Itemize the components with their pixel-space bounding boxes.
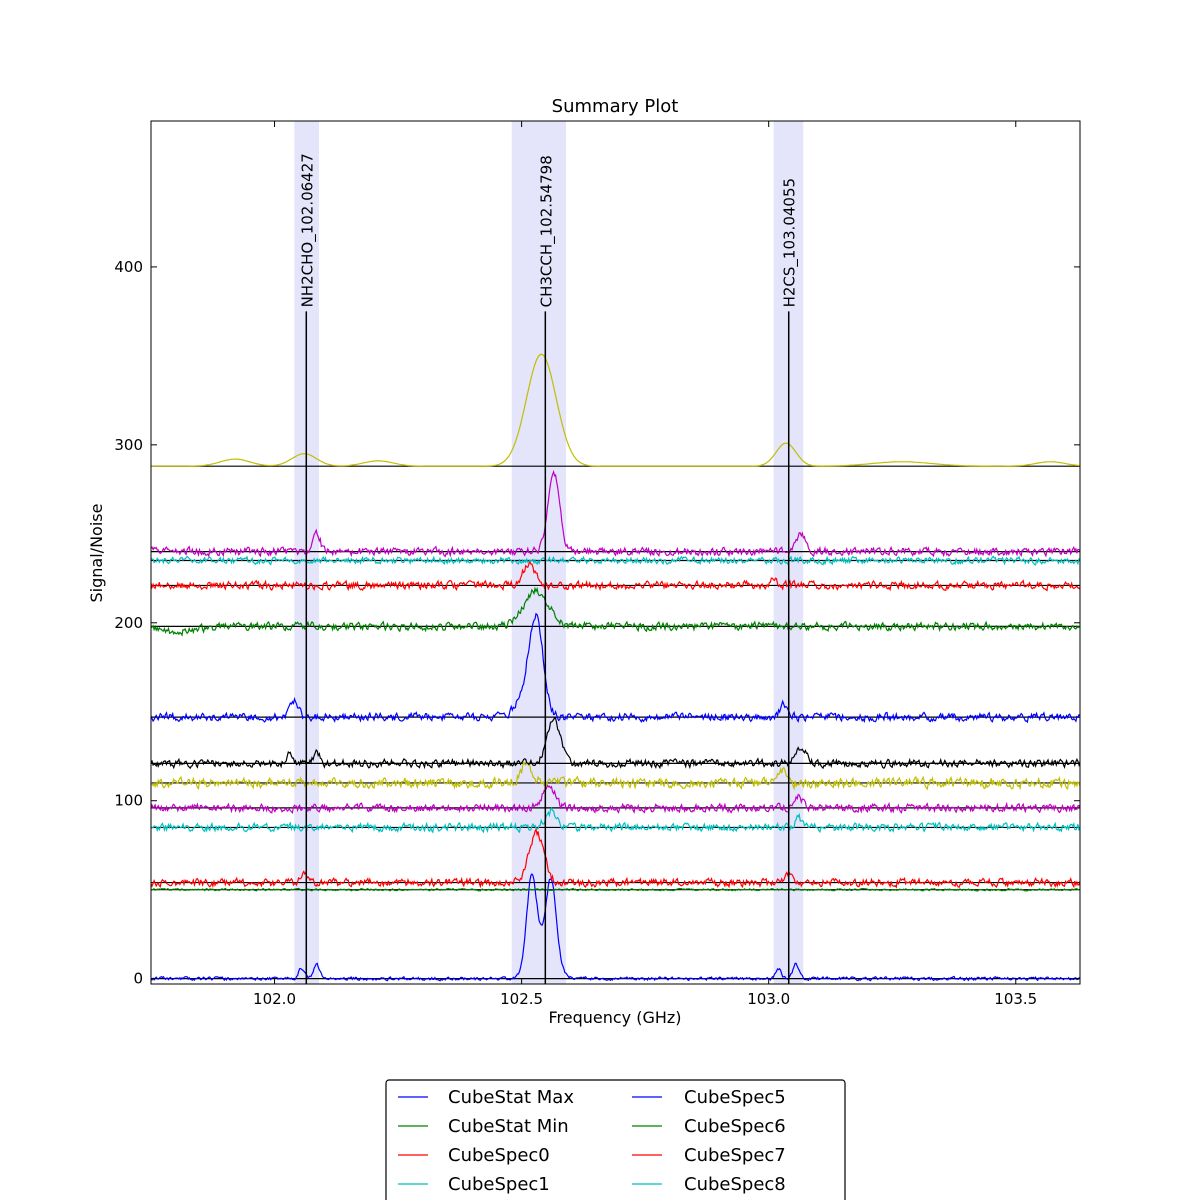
legend-col1-label-2: CubeSpec0 <box>448 1145 550 1166</box>
line-bands <box>294 121 804 984</box>
y-tick-label-2: 200 <box>114 614 143 632</box>
legend-col2-label-0: CubeSpec5 <box>684 1087 786 1108</box>
x-axis-ticks: 102.0 102.5 103.0 103.5 <box>253 121 1037 1008</box>
series-line-10 <box>150 555 1081 566</box>
x-tick-label-0: 102.0 <box>253 990 296 1008</box>
y-tick-label-4: 400 <box>114 258 143 276</box>
x-tick-label-2: 103.0 <box>747 990 790 1008</box>
y-axis-ticks: 0 100 200 300 400 <box>114 258 1080 988</box>
x-tick-label-3: 103.5 <box>994 990 1037 1008</box>
legend: CubeStat Max CubeStat Min CubeSpec0 CubeSpe… <box>385 1079 850 1200</box>
line-marker-label-2: H2CS_103.04055 <box>781 178 800 307</box>
legend-col1-label-0: CubeStat Max <box>448 1087 574 1108</box>
line-marker-label-0: NH2CHO_102.06427 <box>298 153 317 307</box>
series-line-4 <box>150 783 1081 815</box>
legend-col2-label-2: CubeSpec7 <box>684 1145 786 1166</box>
y-tick-label-1: 100 <box>114 792 143 810</box>
series-line-12 <box>151 353 1081 467</box>
line-markers: NH2CHO_102.06427 CH3CCH_102.54798 H2CS_103… <box>298 153 800 984</box>
chart-title: Summary Plot <box>552 96 679 117</box>
y-axis-label: Signal/Noise <box>87 504 106 603</box>
series-line-1 <box>150 887 1081 892</box>
x-tick-label-1: 102.5 <box>500 990 543 1008</box>
legend-col1-label-1: CubeStat Min <box>448 1116 569 1137</box>
line-band-1 <box>511 121 567 984</box>
series-line-3 <box>150 807 1081 834</box>
y-tick-label-3: 300 <box>114 436 143 454</box>
x-axis-label: Frequency (GHz) <box>548 1008 681 1027</box>
legend-col1-label-3: CubeSpec1 <box>448 1174 550 1195</box>
legend-col2-label-1: CubeSpec6 <box>684 1116 786 1137</box>
baselines <box>151 465 1080 980</box>
legend-col2-label-3: CubeSpec8 <box>684 1174 786 1195</box>
series-line-8 <box>150 586 1081 637</box>
series-line-2 <box>150 827 1081 889</box>
series-line-11 <box>150 469 1081 558</box>
series-line-6 <box>150 717 1081 770</box>
y-tick-label-0: 0 <box>133 970 143 988</box>
plot-frame <box>150 120 1081 985</box>
line-marker-label-1: CH3CCH_102.54798 <box>537 155 556 307</box>
legend-box <box>385 1079 846 1200</box>
series-lines <box>150 353 1081 982</box>
series-line-9 <box>150 560 1081 592</box>
